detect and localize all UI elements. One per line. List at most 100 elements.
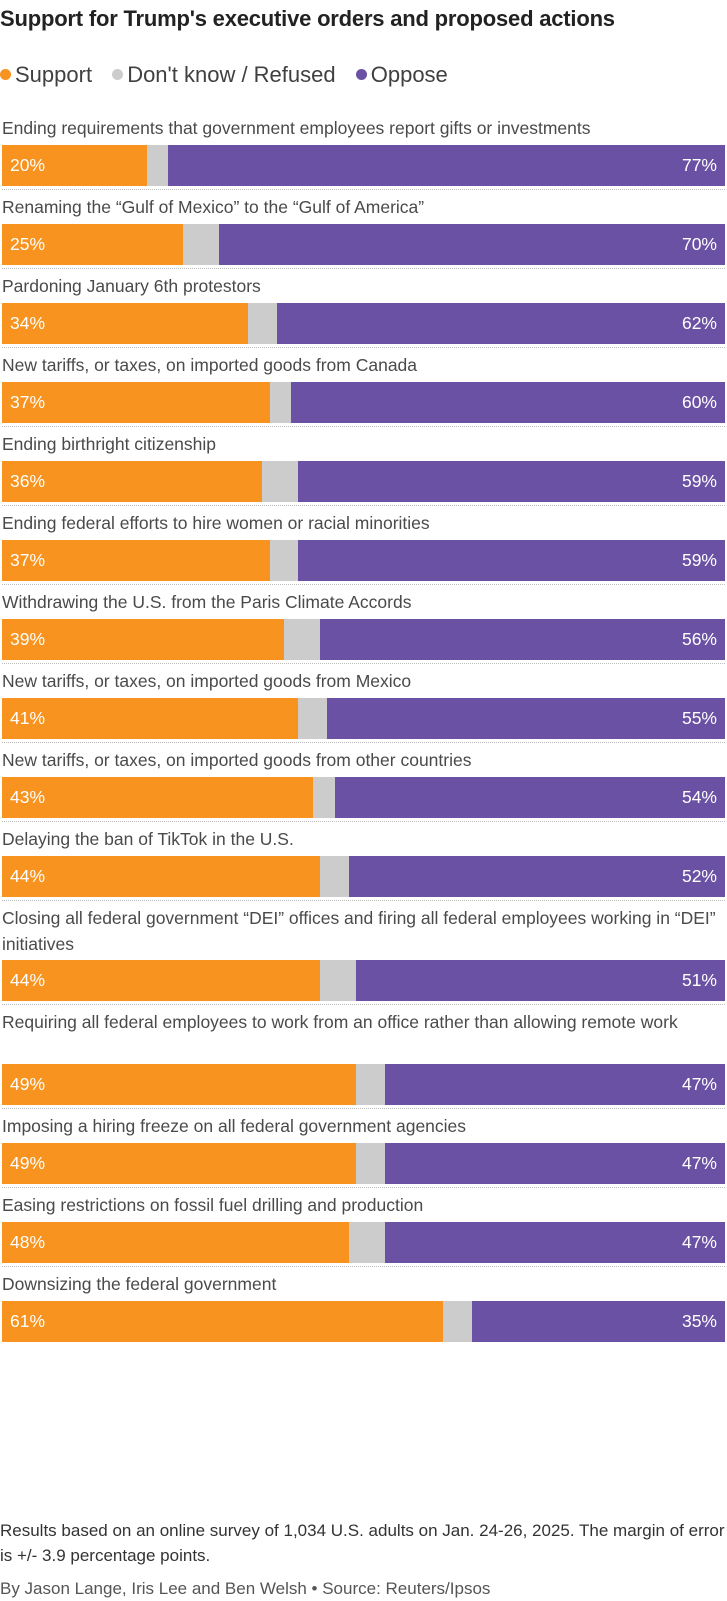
value-label-oppose: 55%	[681, 708, 717, 728]
row-divider	[2, 584, 725, 585]
bar-segment-support	[2, 698, 299, 739]
value-label-oppose: 70%	[681, 234, 717, 254]
bar-segment-support	[2, 1064, 357, 1105]
stacked-bar: 43% 54%	[2, 777, 725, 818]
bar-segment-oppose	[349, 856, 725, 897]
row-label: Pardoning January 6th protestors	[2, 276, 261, 296]
bar-segment-oppose	[385, 1222, 725, 1263]
row-divider	[2, 900, 725, 901]
bar-segment-oppose	[298, 540, 725, 581]
bar-segment-support	[2, 856, 321, 897]
value-label-support: 61%	[10, 1311, 46, 1331]
stacked-bar: 37% 59%	[2, 540, 725, 581]
stacked-bar: 48% 47%	[2, 1222, 725, 1263]
stacked-bar: 20% 77%	[2, 145, 725, 186]
bar-segment-support	[2, 145, 147, 186]
bar-segment-dont-know	[320, 960, 357, 1001]
value-label-oppose: 52%	[681, 866, 717, 886]
stacked-bar: 37% 60%	[2, 382, 725, 423]
bar-segment-oppose	[471, 1301, 725, 1342]
stacked-bar: 36% 59%	[2, 461, 725, 502]
value-label-oppose: 54%	[681, 787, 717, 807]
bar-segment-support	[2, 1143, 357, 1184]
bar-segment-dont-know	[349, 1222, 386, 1263]
bar-segment-dont-know	[182, 224, 219, 265]
row-divider	[2, 742, 725, 743]
bar-segment-support	[2, 224, 183, 265]
bar-segment-oppose	[298, 461, 725, 502]
row-divider	[2, 1266, 725, 1267]
bar-segment-oppose	[320, 619, 725, 660]
legend-label-oppose: Oppose	[370, 62, 448, 87]
survey-note: Results based on an online survey of 1,0…	[0, 1521, 725, 1565]
value-label-support: 49%	[10, 1074, 46, 1094]
row-label: Downsizing the federal government	[2, 1274, 277, 1294]
row-label: Ending birthright citizenship	[2, 434, 217, 454]
stacked-bar: 34% 62%	[2, 303, 725, 344]
value-label-oppose: 60%	[681, 392, 717, 412]
bar-segment-oppose	[385, 1064, 725, 1105]
value-label-support: 39%	[10, 629, 46, 649]
value-label-oppose: 62%	[681, 313, 717, 333]
stacked-bar: 44% 51%	[2, 960, 725, 1001]
value-label-oppose: 35%	[681, 1311, 717, 1331]
bar-segment-oppose	[356, 960, 725, 1001]
stacked-bar: 25% 70%	[2, 224, 725, 265]
row-label: Imposing a hiring freeze on all federal …	[2, 1116, 467, 1136]
value-label-oppose: 59%	[681, 550, 717, 570]
bar-segment-support	[2, 382, 270, 423]
bar-segment-support	[2, 777, 313, 818]
row-label: Requiring all federal employees to work …	[2, 1012, 678, 1032]
stacked-bar: 61% 35%	[2, 1301, 725, 1342]
stacked-bar: 49% 47%	[2, 1064, 725, 1105]
row-divider	[2, 268, 725, 269]
dont-know-dot-icon	[112, 69, 124, 80]
value-label-support: 34%	[10, 313, 46, 333]
bar-segment-oppose	[334, 777, 725, 818]
bar-segment-dont-know	[312, 777, 335, 818]
value-label-oppose: 56%	[681, 629, 717, 649]
value-label-oppose: 47%	[681, 1074, 717, 1094]
value-label-oppose: 51%	[681, 970, 717, 990]
legend-label-support: Support	[15, 62, 93, 87]
value-label-support: 37%	[10, 550, 46, 570]
value-label-support: 41%	[10, 708, 46, 728]
value-label-support: 49%	[10, 1153, 46, 1173]
row-divider	[2, 663, 725, 664]
row-label: Ending federal efforts to hire women or …	[2, 513, 430, 533]
legend-item-support: Support	[0, 62, 92, 88]
value-label-support: 20%	[10, 155, 46, 175]
row-divider	[2, 1108, 725, 1109]
row-divider	[2, 505, 725, 506]
row-label: Ending requirements that government empl…	[2, 118, 591, 138]
bar-segment-support	[2, 1301, 444, 1342]
row-divider	[2, 426, 725, 427]
bar-segment-dont-know	[262, 461, 299, 502]
bar-segment-dont-know	[356, 1143, 386, 1184]
value-label-support: 43%	[10, 787, 46, 807]
value-label-oppose: 47%	[681, 1232, 717, 1252]
bar-segment-support	[2, 960, 321, 1001]
bar-segment-dont-know	[356, 1064, 386, 1105]
bar-segment-dont-know	[443, 1301, 472, 1342]
legend-item-oppose: Oppose	[355, 62, 448, 88]
bar-segment-oppose	[327, 698, 725, 739]
value-label-support: 36%	[10, 471, 46, 491]
value-label-oppose: 59%	[681, 471, 717, 491]
value-label-support: 48%	[10, 1232, 46, 1252]
credit-line: By Jason Lange, Iris Lee and Ben Welsh •…	[0, 1579, 491, 1598]
bar-segment-support	[2, 1222, 350, 1263]
value-label-oppose: 77%	[681, 155, 717, 175]
bar-segment-oppose	[218, 224, 725, 265]
stacked-bar: 39% 56%	[2, 619, 725, 660]
row-divider	[2, 189, 725, 190]
bar-segment-dont-know	[269, 540, 299, 581]
bar-segment-oppose	[168, 145, 725, 186]
row-divider	[2, 1004, 725, 1005]
row-label: New tariffs, or taxes, on imported goods…	[2, 671, 412, 691]
row-label: New tariffs, or taxes, on imported goods…	[2, 355, 418, 375]
bar-segment-dont-know	[320, 856, 350, 897]
chart-title: Support for Trump's executive orders and…	[0, 6, 615, 31]
stacked-bar: 44% 52%	[2, 856, 725, 897]
row-label: New tariffs, or taxes, on imported goods…	[2, 750, 472, 770]
